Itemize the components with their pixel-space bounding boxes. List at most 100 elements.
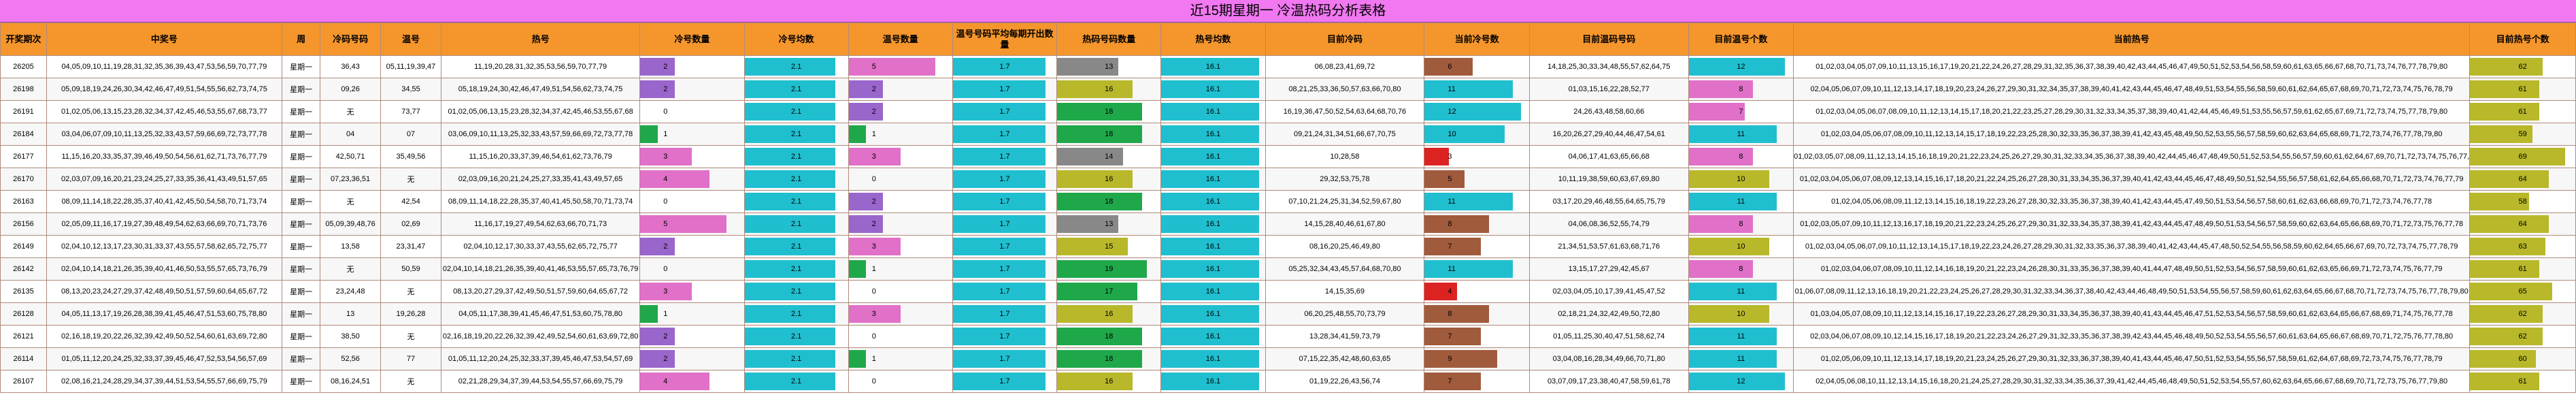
current-hot-numbers-cell: 01,02,03,05,07,08,09,11,12,13,14,15,16,1… [1793,145,2471,168]
current-cold-numbers-cell: 07,15,22,35,42,48,60,63,65 [1265,347,1425,370]
table-row: 26142 02,04,10,14,18,21,26,35,39,40,41,46… [0,257,2576,281]
issue-cell: 26128 [0,302,47,326]
current-warm-count-cell: 10 [1688,302,1794,326]
current-cold-numbers-cell: 29,32,53,75,78 [1265,168,1425,191]
data-bar [1424,238,1481,255]
cold-avg-cell: 2.1 [743,235,849,258]
cell-value: 2 [663,242,668,251]
cold-numbers-cell: 13,58 [320,235,382,258]
column-header: 当前热号 [1793,22,2471,56]
warm-numbers-cell: 73,77 [380,100,441,123]
hot-numbers-cell: 02,03,09,16,20,21,24,25,27,33,35,41,43,4… [440,168,641,191]
analysis-table: 开奖期次 中奖号周冷码号码 温号 热号 冷号数量 冷号均数 温号数量 温号号码平均每期开出数量… [0,22,2576,393]
current-warm-numbers-cell: 16,20,26,27,29,40,44,46,47,54,61 [1528,123,1689,146]
cold-avg-cell: 2.1 [743,168,849,191]
current-hot-count-cell: 65 [2469,280,2576,303]
winning-numbers-cell: 04,05,09,10,11,19,28,31,32,35,36,39,43,4… [46,55,283,78]
cell-value: 61 [2518,377,2527,385]
hot-avg-cell: 16.1 [1160,302,1266,326]
column-header: 热码号码数量 [1056,22,1162,56]
current-warm-numbers-cell: 03,07,09,17,23,38,40,47,58,59,61,78 [1528,370,1689,393]
data-bar [745,58,835,76]
data-bar [1689,80,1754,98]
hot-numbers-cell: 11,16,17,19,27,49,54,62,63,66,70,71,73 [440,212,641,236]
warm-avg-cell: 1.7 [952,347,1058,370]
cold-avg-cell: 2.1 [743,100,849,123]
cell-value: 1.7 [999,85,1010,93]
cell-value: 17 [1105,287,1114,296]
data-bar [1424,260,1513,278]
data-bar [1689,58,1786,76]
cold-avg-cell: 2.1 [743,145,849,168]
cell-value: 2.1 [790,130,802,138]
data-bar [1057,373,1133,390]
data-bar [1689,125,1777,143]
column-header: 开奖期次 [0,22,47,56]
cell-value: 16.1 [1205,332,1221,341]
cold-count-cell: 2 [639,235,745,258]
warm-numbers-cell: 无 [380,280,441,303]
current-cold-count-cell: 9 [1424,347,1530,370]
current-warm-numbers-cell: 13,15,17,27,29,42,45,67 [1528,257,1689,281]
warm-count-cell: 3 [848,302,953,326]
cell-value: 1.7 [999,287,1010,296]
data-bar [953,103,1046,121]
current-hot-count-cell: 60 [2469,347,2576,370]
warm-count-cell: 0 [848,370,953,393]
data-bar [2470,58,2543,76]
weekday-cell: 星期一 [282,168,321,191]
cell-value: 11 [1737,287,1745,296]
hot-count-cell: 15 [1056,235,1162,258]
cell-value: 16.1 [1205,85,1221,93]
data-bar [1057,328,1142,345]
data-bar [1689,373,1786,390]
winning-numbers-cell: 02,05,09,11,16,17,19,27,39,48,49,54,62,6… [46,212,283,236]
cell-value: 3 [871,153,876,161]
cell-value: 4 [663,377,668,385]
cell-value: 0 [663,108,668,116]
cell-value: 2.1 [790,265,802,273]
cell-value: 19 [1105,265,1114,273]
table-row: 26198 05,09,18,19,24,26,30,34,42,46,47,49… [0,78,2576,101]
data-bar [1161,305,1260,323]
hot-avg-cell: 16.1 [1160,325,1266,348]
weekday-cell: 星期一 [282,235,321,258]
cold-count-cell: 2 [639,347,745,370]
data-bar [1424,283,1457,300]
cold-count-cell: 2 [639,55,745,78]
cell-value: 2 [871,220,876,228]
data-bar [1057,193,1142,210]
data-bar [1057,238,1128,255]
current-cold-count-cell: 3 [1424,145,1530,168]
data-bar [1689,170,1769,188]
cell-value: 5 [871,63,876,71]
cold-avg-cell: 2.1 [743,123,849,146]
cold-numbers-cell: 38,50 [320,325,382,348]
cell-value: 16.1 [1205,287,1221,296]
cell-value: 16.1 [1205,242,1221,251]
current-hot-numbers-cell: 01,02,03,04,05,06,07,08,09,10,11,12,13,1… [1793,123,2471,146]
data-bar [1689,103,1745,121]
warm-avg-cell: 1.7 [952,55,1058,78]
data-bar [1161,148,1260,165]
table-row: 26121 02,16,18,19,20,22,26,32,39,42,49,50… [0,325,2576,348]
cell-value: 16 [1105,310,1114,318]
cell-value: 0 [663,198,668,206]
cold-avg-cell: 2.1 [743,55,849,78]
cell-value: 8 [1739,265,1743,273]
cell-value: 2.1 [790,108,802,116]
current-warm-count-cell: 7 [1688,100,1794,123]
data-bar [640,125,658,143]
winning-numbers-cell: 04,05,11,13,17,19,26,28,38,39,41,45,46,4… [46,302,283,326]
current-hot-numbers-cell: 01,02,03,04,05,06,07,08,09,12,13,14,15,1… [1793,168,2471,191]
data-bar [849,260,867,278]
column-header: 温号数量 [848,22,953,56]
cell-value: 3 [663,287,668,296]
current-hot-count-cell: 61 [2469,78,2576,101]
data-bar [2470,305,2543,323]
cell-value: 16.1 [1205,130,1221,138]
data-bar [640,215,727,233]
current-cold-count-cell: 8 [1424,302,1530,326]
issue-cell: 26156 [0,212,47,236]
data-bar [953,328,1046,345]
